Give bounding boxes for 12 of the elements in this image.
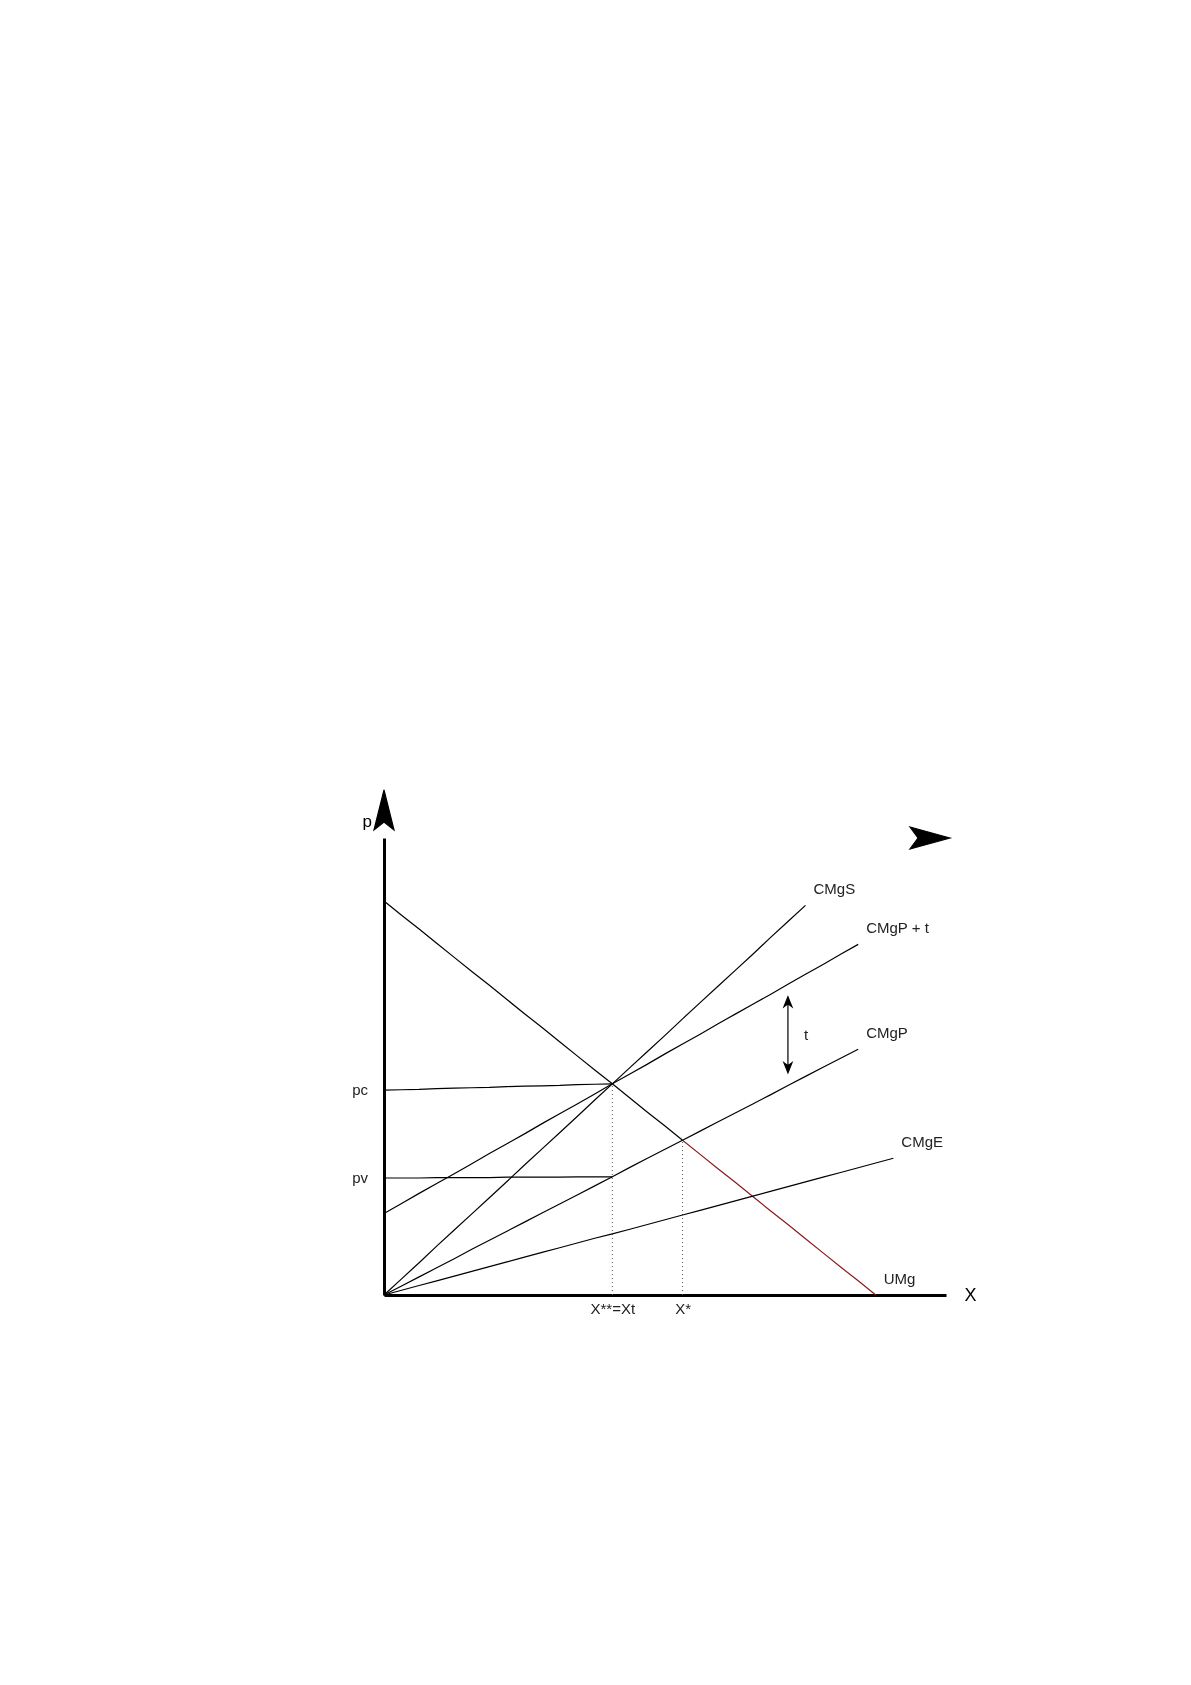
series-label: pc: [352, 1081, 369, 1099]
series-label: CMgS: [813, 880, 856, 898]
series-label: pv: [352, 1168, 369, 1186]
series-label: UMg: [883, 1270, 916, 1287]
series-label: CMgE: [901, 1133, 943, 1151]
annotation: t: [803, 1025, 809, 1043]
x-tick-label: X**=Xt: [590, 1299, 636, 1317]
series-label: CMgP + t: [866, 919, 930, 937]
y-axis-title: p: [362, 811, 372, 831]
x-axis-title: X: [964, 1284, 977, 1305]
x-tick-label: X*: [675, 1299, 692, 1317]
series-label: CMgP: [866, 1024, 908, 1042]
